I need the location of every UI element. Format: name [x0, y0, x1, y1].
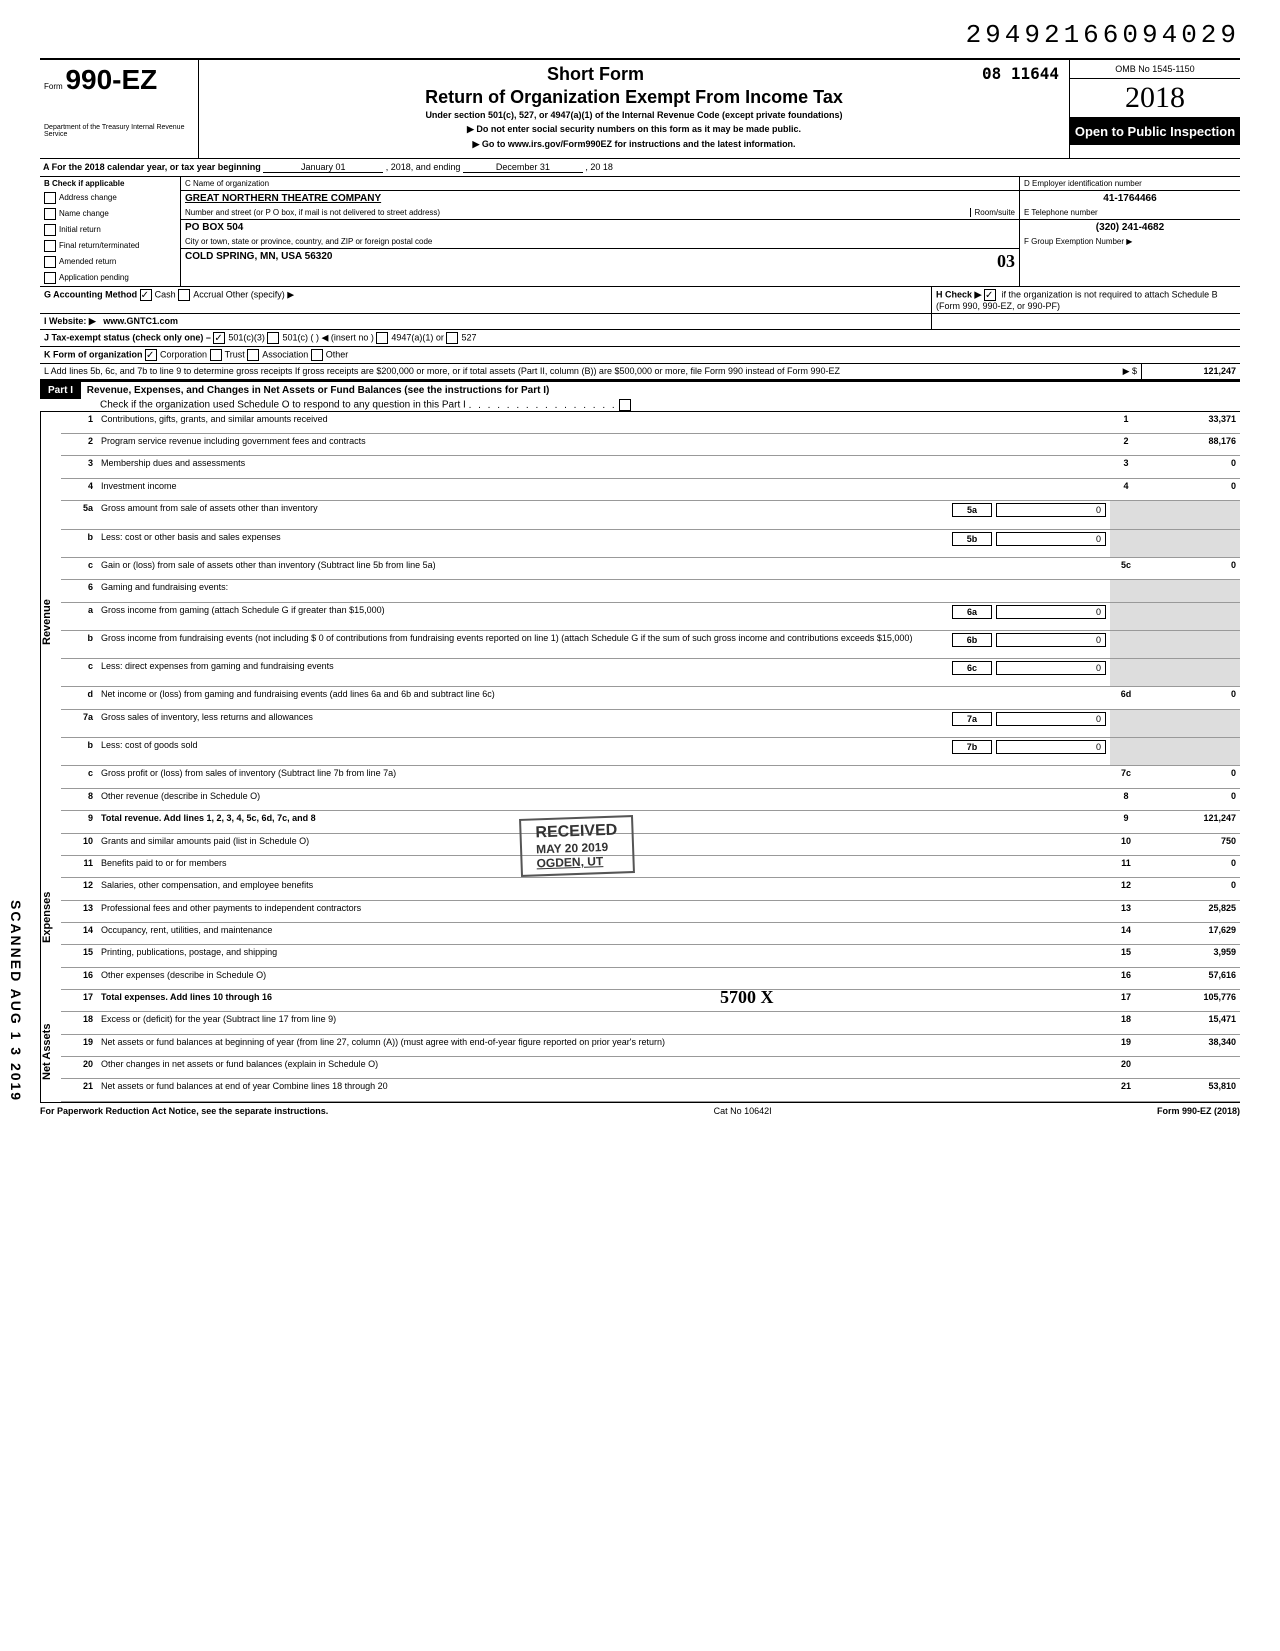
- subtitle: Under section 501(c), 527, or 4947(a)(1)…: [209, 110, 1059, 120]
- check-amended[interactable]: [44, 256, 56, 268]
- table-row: 15Printing, publications, postage, and s…: [61, 945, 1240, 967]
- group-exemption: F Group Exemption Number ▶: [1020, 235, 1240, 248]
- ein: 41-1764466: [1020, 191, 1240, 206]
- check-501c3[interactable]: [213, 332, 225, 344]
- department: Department of the Treasury Internal Reve…: [44, 124, 194, 138]
- part-1-title: Revenue, Expenses, and Changes in Net As…: [84, 382, 553, 399]
- check-trust[interactable]: [210, 349, 222, 361]
- form-header: Form 990-EZ Department of the Treasury I…: [40, 58, 1240, 159]
- table-row: 3Membership dues and assessments30: [61, 456, 1240, 478]
- table-row: cLess: direct expenses from gaming and f…: [61, 659, 1240, 687]
- table-row: 18Excess or (deficit) for the year (Subt…: [61, 1012, 1240, 1034]
- table-row: 16Other expenses (describe in Schedule O…: [61, 967, 1240, 989]
- table-row: 14Occupancy, rent, utilities, and mainte…: [61, 922, 1240, 944]
- form-prefix: Form: [44, 82, 63, 91]
- section-b: B Check if applicable Address change Nam…: [40, 177, 181, 286]
- table-row: 11Benefits paid to or for members110: [61, 855, 1240, 877]
- check-4947[interactable]: [376, 332, 388, 344]
- check-initial[interactable]: [44, 224, 56, 236]
- check-other[interactable]: [311, 349, 323, 361]
- table-row: 17Total expenses. Add lines 10 through 1…: [61, 990, 1240, 1012]
- table-row: aGross income from gaming (attach Schedu…: [61, 602, 1240, 630]
- handwrite-03: 03: [997, 251, 1015, 272]
- table-row: 12Salaries, other compensation, and empl…: [61, 878, 1240, 900]
- table-row: 4Investment income40: [61, 478, 1240, 500]
- org-name: GREAT NORTHERN THEATRE COMPANY: [181, 191, 1019, 206]
- table-row: 5aGross amount from sale of assets other…: [61, 501, 1240, 529]
- table-row: cGain or (loss) from sale of assets othe…: [61, 557, 1240, 579]
- table-row: cGross profit or (loss) from sales of in…: [61, 766, 1240, 788]
- tax-year: 2018: [1070, 79, 1240, 118]
- table-row: 10Grants and similar amounts paid (list …: [61, 833, 1240, 855]
- note-ssn: ▶ Do not enter social security numbers o…: [209, 124, 1059, 135]
- table-row: 8Other revenue (describe in Schedule O)8…: [61, 788, 1240, 810]
- scanned-stamp: SCANNED AUG 1 3 2019: [8, 900, 24, 1102]
- received-stamp: RECEIVED MAY 20 2019 OGDEN, UT: [519, 815, 635, 877]
- gross-receipts: 121,247: [1141, 364, 1240, 379]
- check-assoc[interactable]: [247, 349, 259, 361]
- website: www.GNTC1.com: [103, 316, 178, 326]
- table-row: 20Other changes in net assets or fund ba…: [61, 1057, 1240, 1079]
- form-name: 990-EZ: [65, 64, 157, 95]
- section-c: C Name of organization GREAT NORTHERN TH…: [181, 177, 1020, 286]
- note-url: ▶ Go to www.irs.gov/Form990EZ for instru…: [209, 139, 1059, 150]
- table-row: 9Total revenue. Add lines 1, 2, 3, 4, 5c…: [61, 811, 1240, 833]
- document-number: 29492166094029: [40, 20, 1240, 50]
- table-row: 13Professional fees and other payments t…: [61, 900, 1240, 922]
- check-527[interactable]: [446, 332, 458, 344]
- table-row: bLess: cost of goods sold7b0: [61, 738, 1240, 766]
- check-final[interactable]: [44, 240, 56, 252]
- line-l-text: L Add lines 5b, 6c, and 7b to line 9 to …: [40, 364, 1093, 379]
- table-row: 6Gaming and fundraising events:: [61, 580, 1240, 602]
- handwrite-5700: 5700 X: [720, 987, 774, 1008]
- part-1-label: Part I: [40, 382, 81, 399]
- main-table: 1Contributions, gifts, grants, and simil…: [61, 412, 1240, 1102]
- section-de: D Employer identification number 41-1764…: [1020, 177, 1240, 286]
- check-cash[interactable]: [140, 289, 152, 301]
- end-date: December 31: [463, 162, 583, 173]
- table-row: 7aGross sales of inventory, less returns…: [61, 709, 1240, 737]
- begin-date: January 01: [263, 162, 383, 173]
- check-schedule-b[interactable]: [984, 289, 996, 301]
- city: COLD SPRING, MN, USA 56320: [185, 251, 332, 272]
- main-title: Return of Organization Exempt From Incom…: [209, 87, 1059, 108]
- line-a: A For the 2018 calendar year, or tax yea…: [40, 159, 1240, 177]
- check-name[interactable]: [44, 208, 56, 220]
- netassets-label: Net Assets: [40, 1002, 61, 1102]
- seq-number: 08 11644: [982, 64, 1059, 85]
- check-schedule-o[interactable]: [619, 399, 631, 411]
- street: PO BOX 504: [181, 220, 1019, 235]
- table-row: 19Net assets or fund balances at beginni…: [61, 1034, 1240, 1056]
- table-row: bGross income from fundraising events (n…: [61, 630, 1240, 658]
- check-pending[interactable]: [44, 272, 56, 284]
- open-public-badge: Open to Public Inspection: [1070, 118, 1240, 145]
- phone: (320) 241-4682: [1020, 220, 1240, 235]
- footer: For Paperwork Reduction Act Notice, see …: [40, 1102, 1240, 1116]
- expenses-label: Expenses: [40, 832, 61, 1002]
- short-form-label: Short Form: [547, 64, 644, 85]
- table-row: 2Program service revenue including gover…: [61, 434, 1240, 456]
- table-row: bLess: cost or other basis and sales exp…: [61, 529, 1240, 557]
- check-corp[interactable]: [145, 349, 157, 361]
- table-row: 1Contributions, gifts, grants, and simil…: [61, 412, 1240, 434]
- check-501c[interactable]: [267, 332, 279, 344]
- check-address[interactable]: [44, 192, 56, 204]
- omb-number: OMB No 1545-1150: [1070, 60, 1240, 79]
- table-row: dNet income or (loss) from gaming and fu…: [61, 687, 1240, 709]
- table-row: 21Net assets or fund balances at end of …: [61, 1079, 1240, 1102]
- revenue-label: Revenue: [40, 412, 61, 832]
- check-accrual[interactable]: [178, 289, 190, 301]
